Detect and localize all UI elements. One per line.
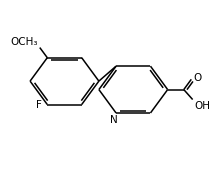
Text: OH: OH bbox=[194, 101, 210, 111]
Text: O: O bbox=[193, 74, 201, 83]
Text: F: F bbox=[36, 100, 42, 110]
Text: N: N bbox=[110, 115, 118, 125]
Text: OCH₃: OCH₃ bbox=[11, 37, 38, 47]
